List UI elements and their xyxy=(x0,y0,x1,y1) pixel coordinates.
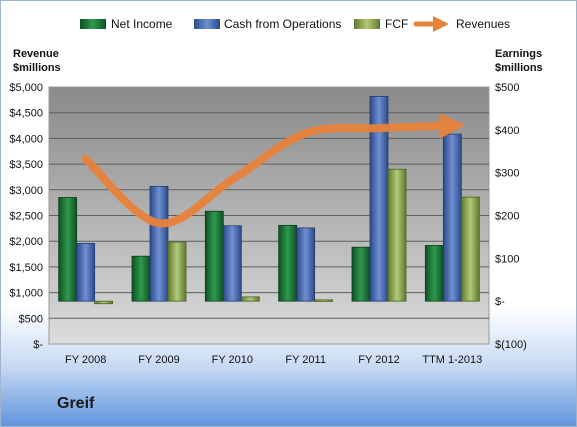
legend-label-fcf: FCF xyxy=(385,17,408,31)
legend-swatch-cash-from-operations xyxy=(194,19,220,29)
left-tick-label: $3,500 xyxy=(9,159,43,171)
bar-net-income xyxy=(424,245,444,302)
bars xyxy=(58,96,480,305)
right-axis: $(100) $- $100 $200 $300 $400 $500 xyxy=(495,82,527,351)
right-axis-title-line1: Earnings xyxy=(495,48,542,60)
category-label: FY 2012 xyxy=(358,354,399,366)
right-tick-label: $200 xyxy=(495,211,519,223)
bar-fcf xyxy=(94,300,114,305)
bar-fcf xyxy=(240,296,260,302)
right-tick-label: $300 xyxy=(495,168,519,180)
legend-label-cash-from-operations: Cash from Operations xyxy=(224,17,341,31)
bar-net-income xyxy=(204,210,224,302)
left-tick-label: $4,000 xyxy=(9,133,43,145)
company-title: Greif xyxy=(57,395,95,412)
bar-fcf xyxy=(314,299,334,302)
revenue-point xyxy=(158,222,160,224)
legend: Net Income Cash from Operations FCF Reve… xyxy=(80,15,510,33)
right-tick-label: $400 xyxy=(495,125,519,137)
category-label: FY 2010 xyxy=(212,354,253,366)
revenue-point xyxy=(231,179,233,181)
bar-cash-from-operations xyxy=(76,242,96,302)
category-label: FY 2008 xyxy=(65,354,106,366)
revenue-point xyxy=(85,158,87,160)
legend-swatch-fcf xyxy=(354,19,380,29)
left-tick-label: $500 xyxy=(19,313,43,325)
left-tick-label: $1,500 xyxy=(9,262,43,274)
bar-fcf xyxy=(387,168,407,302)
bar-net-income xyxy=(351,246,371,302)
revenue-point xyxy=(378,127,380,129)
left-axis-title-line1: Revenue xyxy=(13,48,59,60)
bar-cash-from-operations xyxy=(149,185,169,302)
bar-net-income xyxy=(58,197,78,302)
bar-fcf xyxy=(460,196,480,302)
left-axis: $- $500 $1,000 $1,500 $2,000 $2,500 $3,000 $3,5… xyxy=(9,82,43,351)
bar-cash-from-operations xyxy=(222,225,242,302)
right-tick-label: $(100) xyxy=(495,339,527,351)
bar-fcf xyxy=(167,241,187,302)
right-tick-label: $- xyxy=(495,296,505,308)
left-tick-label: $2,500 xyxy=(9,211,43,223)
bar-net-income xyxy=(278,224,298,302)
category-label: FY 2009 xyxy=(138,354,179,366)
right-axis-title-line2: $millions xyxy=(495,62,543,74)
bar-cash-from-operations xyxy=(442,133,462,302)
category-label: TTM 1-2013 xyxy=(422,354,482,366)
revenue-point xyxy=(305,132,307,134)
right-tick-label: $100 xyxy=(495,253,519,265)
revenue-point xyxy=(451,125,453,127)
left-tick-label: $5,000 xyxy=(9,82,43,94)
left-tick-label: $4,500 xyxy=(9,108,43,120)
bar-cash-from-operations xyxy=(296,227,316,302)
left-tick-label: $3,000 xyxy=(9,185,43,197)
legend-label-revenues: Revenues xyxy=(456,17,510,31)
left-axis-title-line2: $millions xyxy=(13,62,61,74)
legend-swatch-net-income xyxy=(80,19,106,29)
bar-net-income xyxy=(131,255,151,302)
left-tick-label: $2,000 xyxy=(9,236,43,248)
category-axis: FY 2008 FY 2009 FY 2010 FY 2011 FY 2012 TTM 1… xyxy=(65,354,482,366)
left-tick-label: $1,000 xyxy=(9,288,43,300)
right-tick-label: $500 xyxy=(495,82,519,94)
revenue-line xyxy=(81,113,466,228)
gridlines xyxy=(49,112,489,319)
left-tick-label: $- xyxy=(33,339,43,351)
legend-label-net-income: Net Income xyxy=(111,17,173,31)
revenue-line-path xyxy=(81,113,466,228)
category-label: FY 2011 xyxy=(285,354,326,366)
